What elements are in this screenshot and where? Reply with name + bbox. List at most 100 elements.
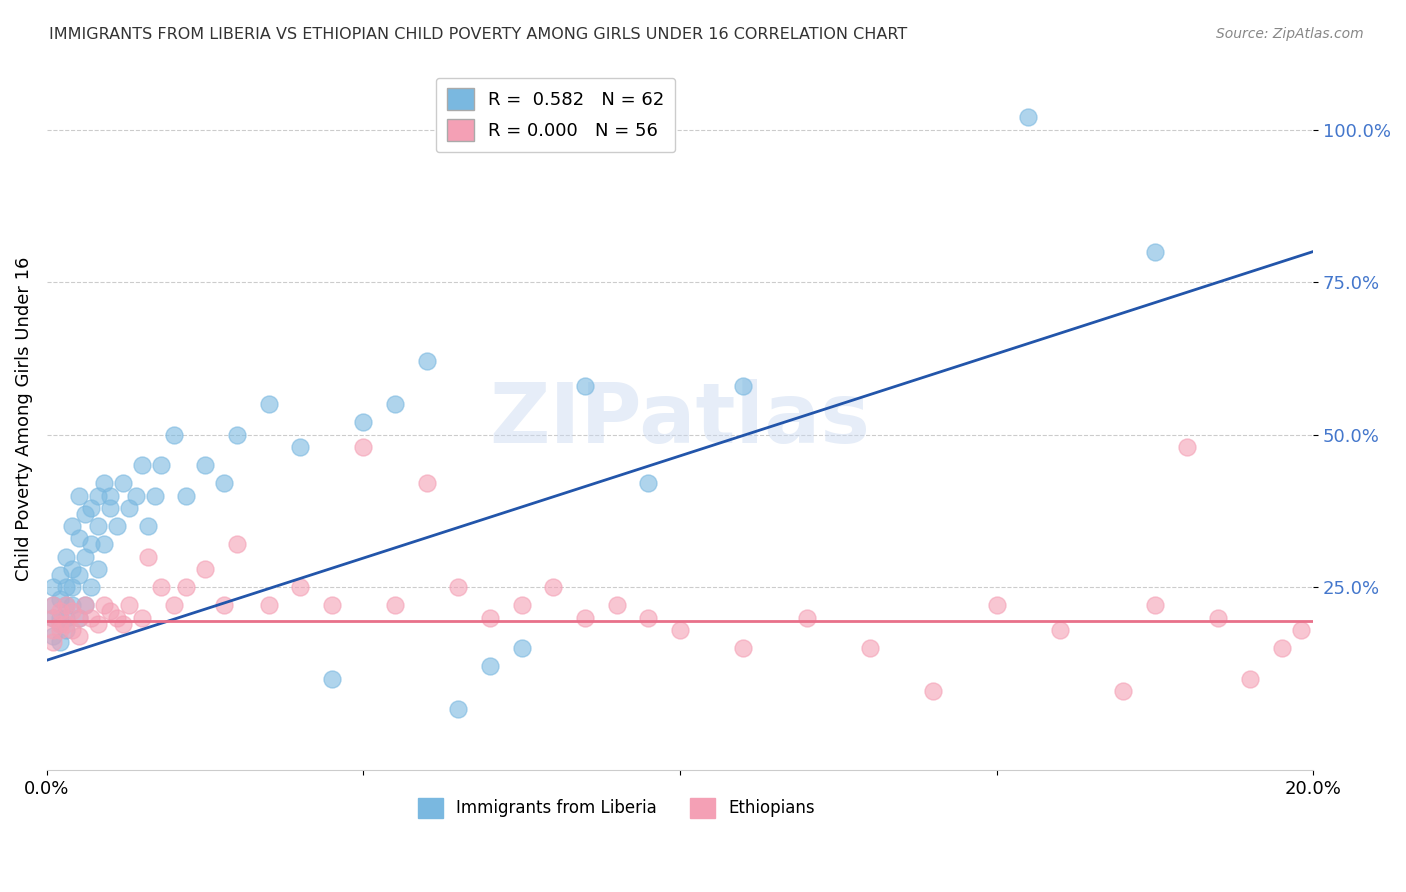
Point (42, 635, 65, 649)
Point (42, 610, 65, 624)
Point (131, 458, 153, 472)
Text: ZIPatlas: ZIPatlas (489, 379, 870, 459)
Point (55, 610, 77, 624)
Point (288, 440, 311, 454)
Point (60, 623, 83, 637)
Point (80, 580, 103, 594)
Point (67, 531, 90, 545)
Point (288, 580, 311, 594)
Point (80, 500, 103, 515)
Point (48, 604, 70, 618)
Point (257, 599, 280, 613)
Point (149, 580, 172, 594)
Point (384, 599, 406, 613)
Point (55, 616, 77, 631)
Point (174, 489, 197, 503)
Point (162, 599, 184, 613)
Point (86, 489, 108, 503)
Point (149, 458, 172, 472)
Point (93, 476, 115, 491)
Point (98, 500, 121, 515)
Point (733, 378, 755, 392)
Point (86, 519, 108, 533)
Point (55, 623, 77, 637)
Point (606, 599, 628, 613)
Point (416, 354, 439, 368)
Point (131, 610, 153, 624)
Point (48, 592, 70, 607)
Point (922, 683, 945, 698)
Legend: Immigrants from Liberia, Ethiopians: Immigrants from Liberia, Ethiopians (412, 791, 823, 825)
Point (669, 623, 692, 637)
Point (67, 610, 90, 624)
Point (98, 604, 121, 618)
Text: IMMIGRANTS FROM LIBERIA VS ETHIOPIAN CHILD POVERTY AMONG GIRLS UNDER 16 CORRELAT: IMMIGRANTS FROM LIBERIA VS ETHIOPIAN CHI… (49, 27, 907, 42)
Point (60, 599, 83, 613)
Point (105, 519, 128, 533)
Point (73, 599, 96, 613)
Point (321, 672, 343, 686)
Point (60, 604, 83, 618)
Point (48, 567, 70, 582)
Point (86, 562, 108, 576)
Point (73, 599, 96, 613)
Point (1143, 599, 1166, 613)
Point (42, 623, 65, 637)
Point (796, 610, 818, 624)
Point (48, 610, 70, 624)
Point (80, 537, 103, 551)
Point (42, 599, 65, 613)
Point (353, 415, 375, 429)
Point (194, 562, 217, 576)
Point (194, 458, 217, 472)
Point (67, 610, 90, 624)
Point (80, 610, 103, 624)
Point (174, 580, 197, 594)
Point (637, 476, 659, 491)
Point (321, 599, 343, 613)
Point (212, 599, 235, 613)
Point (1143, 244, 1166, 259)
Point (118, 599, 141, 613)
Point (733, 640, 755, 655)
Point (105, 610, 128, 624)
Point (48, 616, 70, 631)
Point (225, 537, 247, 551)
Point (55, 580, 77, 594)
Y-axis label: Child Poverty Among Girls Under 16: Child Poverty Among Girls Under 16 (15, 257, 32, 582)
Point (42, 599, 65, 613)
Point (510, 640, 533, 655)
Point (86, 616, 108, 631)
Point (67, 489, 90, 503)
Point (73, 507, 96, 521)
Point (986, 599, 1008, 613)
Point (416, 476, 439, 491)
Point (447, 580, 470, 594)
Point (60, 580, 83, 594)
Point (42, 610, 65, 624)
Point (479, 610, 502, 624)
Point (212, 476, 235, 491)
Point (1175, 440, 1198, 454)
Point (48, 616, 70, 631)
Point (60, 562, 83, 576)
Point (353, 440, 375, 454)
Point (1206, 610, 1229, 624)
Point (1271, 640, 1294, 655)
Point (98, 489, 121, 503)
Point (1289, 623, 1312, 637)
Point (447, 702, 470, 716)
Point (1112, 683, 1135, 698)
Point (143, 489, 166, 503)
Point (60, 519, 83, 533)
Point (543, 580, 565, 594)
Point (42, 580, 65, 594)
Point (93, 537, 115, 551)
Point (1017, 111, 1039, 125)
Point (48, 635, 70, 649)
Point (48, 623, 70, 637)
Point (67, 629, 90, 643)
Point (55, 599, 77, 613)
Point (42, 629, 65, 643)
Point (67, 567, 90, 582)
